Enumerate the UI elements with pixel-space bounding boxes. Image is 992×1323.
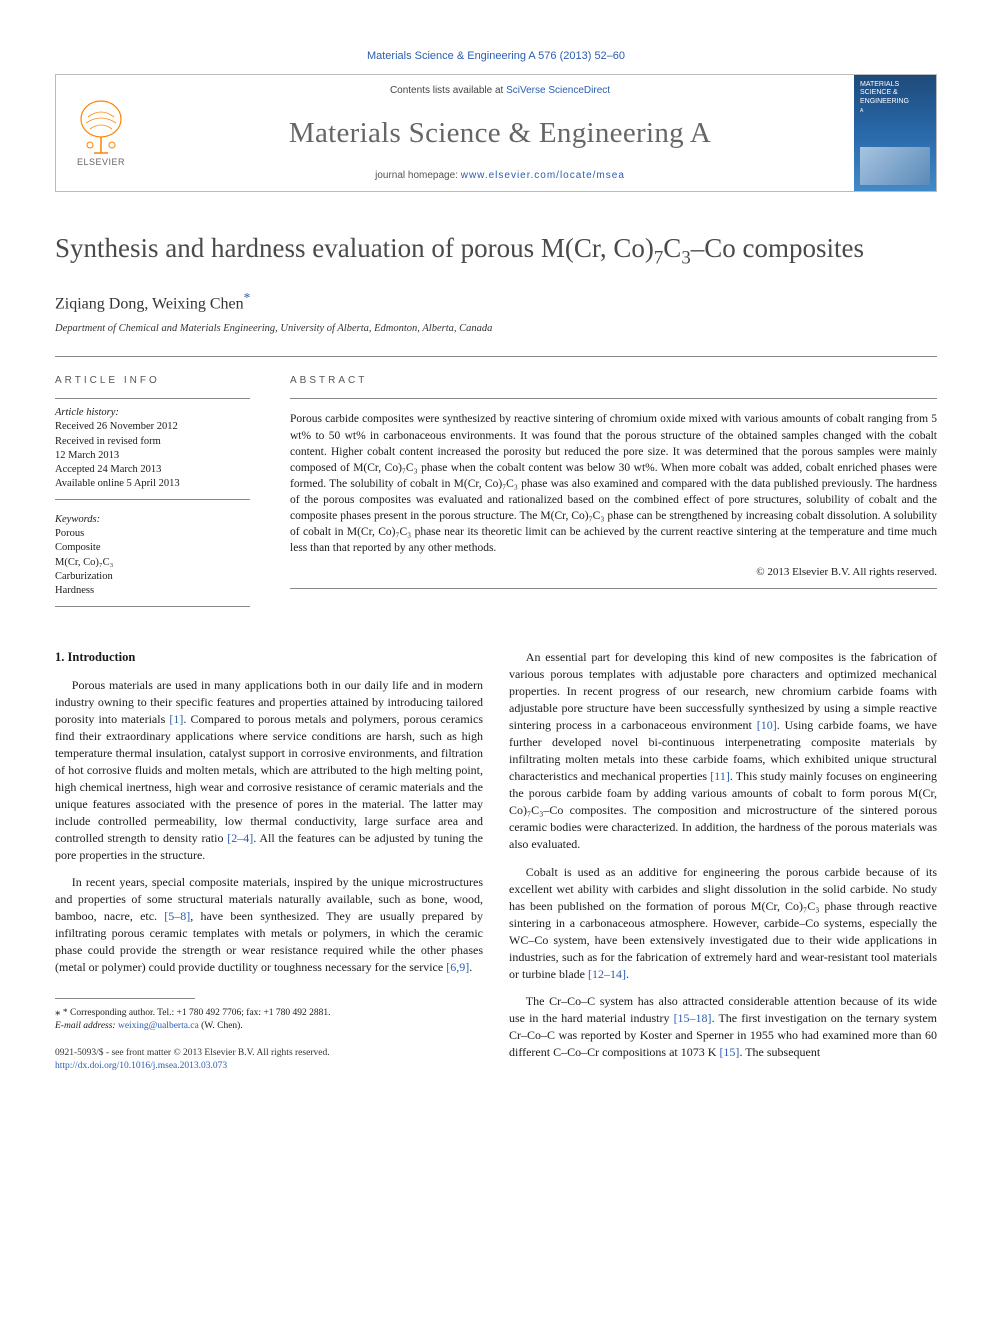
citation-link[interactable]: [5–8] xyxy=(164,909,190,923)
article-info-column: ARTICLE INFO Article history: Received 2… xyxy=(55,375,250,615)
text-run: . xyxy=(469,960,472,974)
title-part-1: Synthesis and hardness evaluation of por… xyxy=(55,233,654,263)
homepage-link[interactable]: www.elsevier.com/locate/msea xyxy=(461,170,625,181)
issn-line: 0921-5093/$ - see front matter © 2013 El… xyxy=(55,1047,483,1060)
divider xyxy=(55,398,250,399)
cover-image-placeholder xyxy=(860,147,930,185)
journal-cover-thumbnail: MATERIALS SCIENCE & ENGINEERING A xyxy=(854,75,936,191)
paragraph: The Cr–Co–C system has also attracted co… xyxy=(509,993,937,1061)
contents-prefix: Contents lists available at xyxy=(390,85,506,96)
author-1: Ziqiang Dong, xyxy=(55,295,152,312)
footer-block: 0921-5093/$ - see front matter © 2013 El… xyxy=(55,1047,483,1073)
email-label: E-mail address: xyxy=(55,1021,118,1031)
title-part-3: –Co composites xyxy=(691,233,864,263)
paragraph: In recent years, special composite mater… xyxy=(55,874,483,976)
journal-reference: Materials Science & Engineering A 576 (2… xyxy=(55,50,937,62)
abstract-text: Porous carbide composites were synthesiz… xyxy=(290,411,937,556)
title-sub-1: 7 xyxy=(654,247,663,268)
column-left: 1. Introduction Porous materials are use… xyxy=(55,649,483,1073)
citation-link[interactable]: [11] xyxy=(710,769,730,783)
text-run: Cobalt is used as an additive for engine… xyxy=(509,865,937,981)
cover-word-2: SCIENCE & xyxy=(860,89,930,97)
paragraph: An essential part for developing this ki… xyxy=(509,649,937,853)
keyword-4: Carburization xyxy=(55,570,250,584)
sciencedirect-link[interactable]: SciVerse ScienceDirect xyxy=(506,85,610,96)
history-online: Available online 5 April 2013 xyxy=(55,477,250,491)
corresponding-author-mark[interactable]: * xyxy=(244,290,251,305)
footnote-text: * Corresponding author. Tel.: +1 780 492… xyxy=(63,1008,331,1018)
keyword-5: Hardness xyxy=(55,584,250,598)
citation-link[interactable]: [2–4] xyxy=(227,831,253,845)
keyword-2: Composite xyxy=(55,541,250,555)
article-info-label: ARTICLE INFO xyxy=(55,375,250,386)
article-title: Synthesis and hardness evaluation of por… xyxy=(55,232,937,270)
title-sub-2: 3 xyxy=(681,247,690,268)
homepage-prefix: journal homepage: xyxy=(375,170,461,181)
citation-link[interactable]: [15–18] xyxy=(674,1011,712,1025)
citation-link[interactable]: [10] xyxy=(757,718,777,732)
author-list: Ziqiang Dong, Weixing Chen* xyxy=(55,290,937,313)
text-run: . xyxy=(626,967,629,981)
email-link[interactable]: weixing@ualberta.ca xyxy=(118,1021,199,1031)
homepage-line: journal homepage: www.elsevier.com/locat… xyxy=(375,170,625,181)
keyword-3: M(Cr, Co)₇C₃ xyxy=(55,556,250,570)
paragraph: Cobalt is used as an additive for engine… xyxy=(509,864,937,983)
column-right: An essential part for developing this ki… xyxy=(509,649,937,1073)
history-accepted: Accepted 24 March 2013 xyxy=(55,463,250,477)
footnote-divider xyxy=(55,998,195,999)
doi-link[interactable]: http://dx.doi.org/10.1016/j.msea.2013.03… xyxy=(55,1060,483,1073)
divider xyxy=(55,356,937,357)
corresponding-author-footnote: ⁎ * Corresponding author. Tel.: +1 780 4… xyxy=(55,1005,483,1020)
text-run: . Compared to porous metals and polymers… xyxy=(55,712,483,845)
elsevier-wordmark: ELSEVIER xyxy=(77,157,125,167)
keyword-1: Porous xyxy=(55,527,250,541)
citation-link[interactable]: [15] xyxy=(719,1045,739,1059)
history-label: Article history: xyxy=(55,407,250,418)
cover-word-1: MATERIALS xyxy=(860,81,930,89)
abstract-copyright: © 2013 Elsevier B.V. All rights reserved… xyxy=(290,566,937,578)
keywords-label: Keywords: xyxy=(55,514,250,525)
divider xyxy=(55,499,250,500)
author-2: Weixing Chen xyxy=(152,295,244,312)
email-suffix: (W. Chen). xyxy=(199,1021,243,1031)
citation-link[interactable]: [12–14] xyxy=(588,967,626,981)
elsevier-tree-icon xyxy=(76,99,126,157)
citation-link[interactable]: [6,9] xyxy=(446,960,469,974)
cover-word-3: ENGINEERING xyxy=(860,98,930,106)
email-footnote: E-mail address: weixing@ualberta.ca (W. … xyxy=(55,1020,483,1033)
citation-link[interactable]: [1] xyxy=(169,712,183,726)
divider xyxy=(290,588,937,589)
text-run: . The subsequent xyxy=(739,1045,820,1059)
divider xyxy=(55,606,250,607)
masthead: ELSEVIER Contents lists available at Sci… xyxy=(55,74,937,192)
paragraph: Porous materials are used in many applic… xyxy=(55,677,483,864)
abstract-label: ABSTRACT xyxy=(290,375,937,386)
contents-list-line: Contents lists available at SciVerse Sci… xyxy=(390,85,610,96)
journal-name: Materials Science & Engineering A xyxy=(289,117,711,150)
affiliation: Department of Chemical and Materials Eng… xyxy=(55,323,937,334)
title-part-2: C xyxy=(663,233,681,263)
history-revised-2: 12 March 2013 xyxy=(55,449,250,463)
abstract-column: ABSTRACT Porous carbide composites were … xyxy=(290,375,937,615)
section-heading-introduction: 1. Introduction xyxy=(55,649,483,667)
history-received: Received 26 November 2012 xyxy=(55,420,250,434)
divider xyxy=(290,398,937,399)
publisher-logo: ELSEVIER xyxy=(56,75,146,191)
history-revised-1: Received in revised form xyxy=(55,435,250,449)
footnote-mark: ⁎ xyxy=(55,1006,61,1018)
masthead-center: Contents lists available at SciVerse Sci… xyxy=(146,75,854,191)
body-columns: 1. Introduction Porous materials are use… xyxy=(55,649,937,1073)
